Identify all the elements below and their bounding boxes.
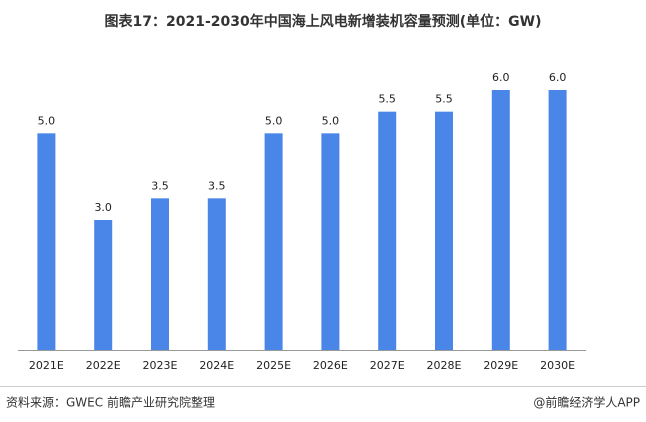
x-tick-label: 2030E <box>540 359 575 372</box>
value-label: 3.5 <box>208 179 226 192</box>
value-label: 5.0 <box>38 114 56 127</box>
value-label: 5.5 <box>435 93 453 106</box>
bar <box>548 90 567 350</box>
value-label: 3.0 <box>94 201 112 214</box>
x-tick-label: 2026E <box>313 359 348 372</box>
value-label: 3.5 <box>151 179 169 192</box>
value-label: 5.0 <box>322 114 340 127</box>
bar <box>435 111 453 351</box>
chart-title: 图表17：2021-2030年中国海上风电新增装机容量预测(单位：GW) <box>105 13 542 30</box>
x-tick-label: 2023E <box>143 359 178 372</box>
source: 资料来源：GWEC 前瞻产业研究院整理 <box>6 395 215 410</box>
bar <box>151 198 169 350</box>
x-tick-label: 2028E <box>427 359 462 372</box>
bar <box>378 111 397 351</box>
credit: @前瞻经济学人APP <box>533 395 640 410</box>
x-tick-label: 2021E <box>29 359 64 372</box>
value-label: 5.0 <box>265 114 283 127</box>
bar <box>491 90 510 350</box>
x-tick-label: 2025E <box>256 359 291 372</box>
x-tick-label: 2024E <box>199 359 234 372</box>
bar <box>94 220 113 350</box>
bar <box>321 133 340 350</box>
x-tick-label: 2027E <box>370 359 405 372</box>
x-tick-label: 2029E <box>483 359 518 372</box>
value-label: 5.5 <box>378 93 396 106</box>
bar <box>264 133 283 350</box>
x-tick-label: 2022E <box>86 359 121 372</box>
value-label: 6.0 <box>549 71 567 84</box>
value-label: 6.0 <box>492 71 510 84</box>
bar <box>207 198 226 350</box>
bar <box>37 133 56 350</box>
